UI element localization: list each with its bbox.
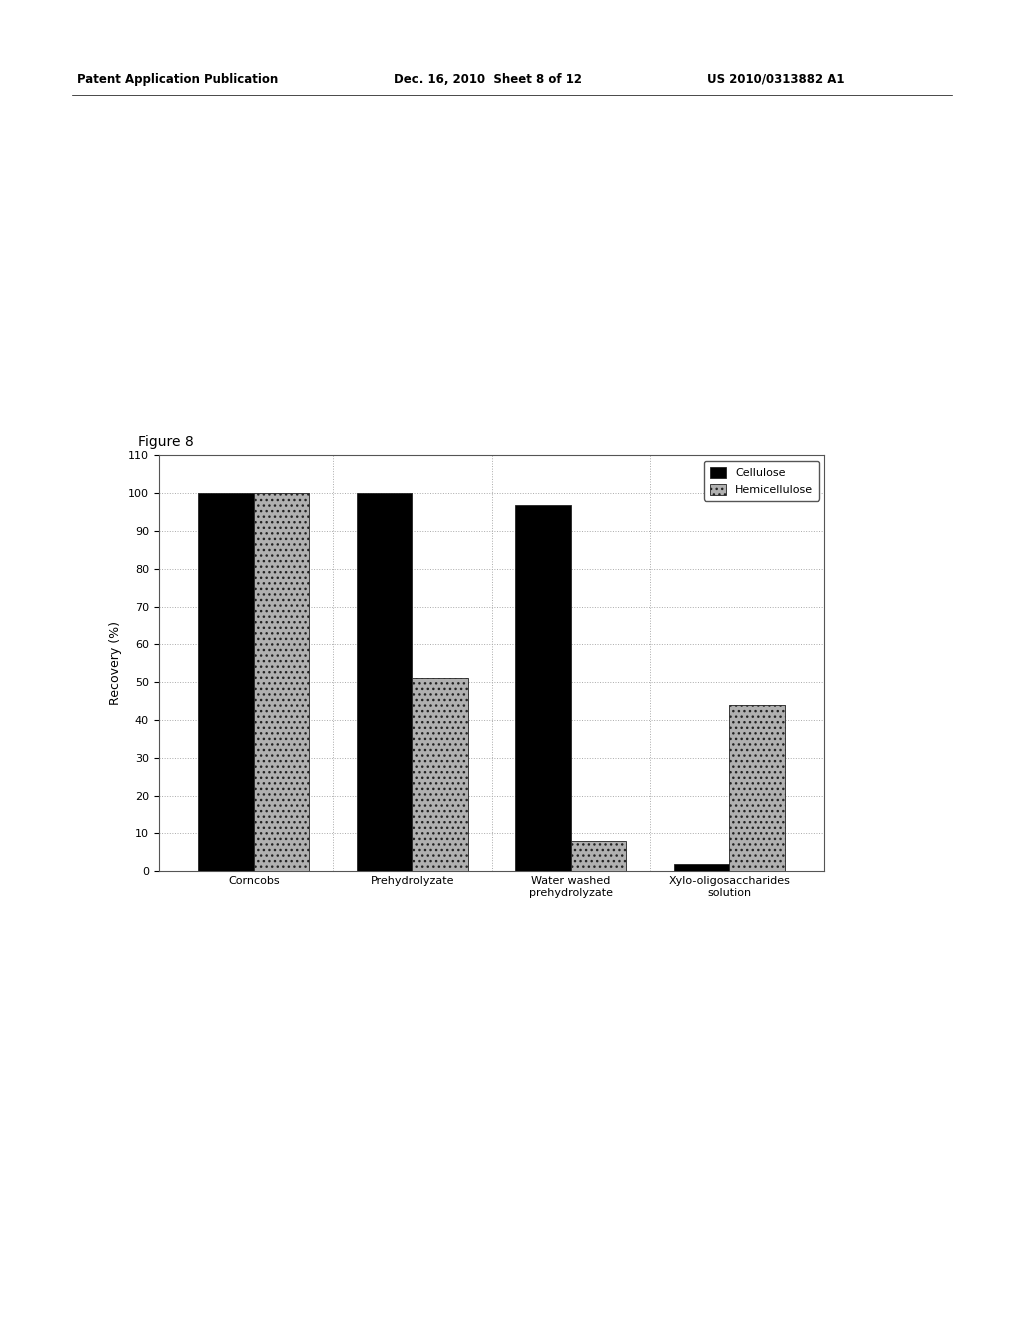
Text: Patent Application Publication: Patent Application Publication (77, 73, 279, 86)
Bar (729, 705, 784, 871)
Y-axis label: Recovery (%): Recovery (%) (110, 622, 123, 705)
Bar (356, 494, 413, 871)
Bar (570, 841, 627, 871)
Text: US 2010/0313882 A1: US 2010/0313882 A1 (707, 73, 844, 86)
Bar (413, 678, 468, 871)
Text: Dec. 16, 2010  Sheet 8 of 12: Dec. 16, 2010 Sheet 8 of 12 (394, 73, 583, 86)
Text: Figure 8: Figure 8 (138, 434, 194, 449)
Bar (199, 494, 254, 871)
Legend: Cellulose, Hemicellulose: Cellulose, Hemicellulose (703, 461, 819, 500)
Bar (674, 863, 729, 871)
Bar (254, 494, 309, 871)
Bar (515, 504, 570, 871)
